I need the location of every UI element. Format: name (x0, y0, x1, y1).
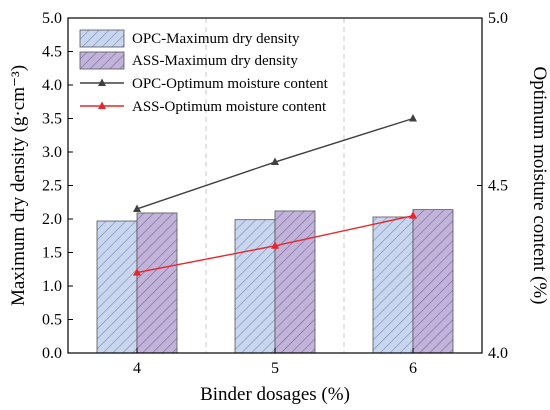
y-tick-label: 2.5 (42, 178, 62, 195)
y-tick-label: 1.0 (42, 278, 62, 295)
legend-label: OPC-Maximum dry density (132, 31, 300, 47)
legend: OPC-Maximum dry density ASS-Maximum dry d… (79, 29, 329, 115)
bar (372, 216, 414, 354)
bar (136, 212, 178, 354)
y-tick-label: 4.5 (42, 44, 62, 61)
legend-swatch (79, 29, 125, 48)
bar (412, 209, 454, 354)
ticks-layer: 0.0 0.5 1.0 1.5 2.0 2.5 3.0 3.5 4.0 4.5 5.0 4.0 4.5 5… (42, 10, 508, 377)
y-tick-label: 0.0 (42, 345, 62, 362)
y-tick-label: 1.5 (42, 245, 62, 262)
y-tick-label: 3.0 (42, 144, 62, 161)
x-tick-label: 6 (409, 360, 417, 377)
legend-label: OPC-Optimum moisture content (132, 76, 329, 92)
bar (274, 210, 316, 354)
legend-label: ASS-Maximum dry density (132, 53, 298, 69)
data-point (409, 211, 417, 219)
y2-axis-title: Optimum moisture content (%) (529, 67, 550, 305)
bars-layer (96, 209, 454, 354)
y-tick-label: 2.0 (42, 211, 62, 228)
lines-layer (133, 114, 417, 276)
data-point (271, 157, 279, 166)
x-axis-title: Binder dosages (%) (200, 384, 350, 405)
y-tick-label: 0.5 (42, 312, 62, 329)
x-tick-label: 5 (271, 360, 279, 377)
legend-marker (98, 101, 106, 109)
legend-marker (98, 78, 106, 86)
data-point (409, 114, 417, 122)
x-tick-label: 4 (133, 360, 141, 377)
bar (96, 220, 138, 354)
data-point (133, 204, 141, 212)
bar (234, 219, 276, 354)
y-tick-label: 4.0 (42, 77, 62, 94)
legend-swatch (79, 51, 125, 70)
data-point (271, 241, 279, 249)
y2-tick-label: 5.0 (488, 10, 508, 27)
y-tick-label: 5.0 (42, 10, 62, 27)
y2-tick-label: 4.0 (488, 345, 508, 362)
data-point (133, 268, 141, 276)
y2-tick-label: 4.5 (488, 178, 508, 195)
y-axis-title: Maximum dry density (g·cm⁻³) (8, 65, 29, 306)
grid-layer (205, 18, 345, 353)
legend-label: ASS-Optimum moisture content (132, 99, 327, 115)
y-tick-label: 3.5 (42, 111, 62, 128)
